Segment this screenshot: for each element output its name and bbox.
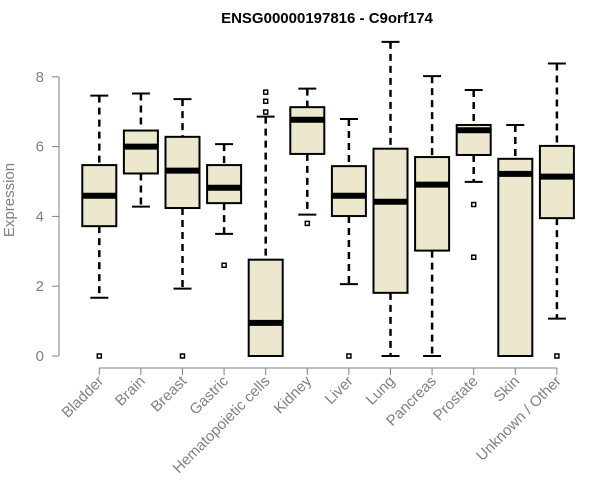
outlier-point bbox=[221, 262, 227, 269]
box-iqr bbox=[372, 147, 409, 294]
outlier-point bbox=[470, 201, 477, 208]
box-iqr bbox=[538, 144, 575, 220]
box-lung bbox=[372, 40, 409, 357]
chart-title: ENSG00000197816 - C9orf174 bbox=[221, 10, 433, 27]
y-tick-label: 4 bbox=[36, 208, 44, 225]
box-iqr bbox=[289, 106, 326, 155]
box-iqr bbox=[414, 156, 451, 252]
outlier-point bbox=[179, 353, 186, 359]
outlier-point bbox=[554, 353, 560, 359]
box-iqr bbox=[206, 164, 243, 205]
box-iqr bbox=[497, 157, 534, 357]
y-axis: 0 2 4 6 8 bbox=[36, 69, 60, 365]
x-tick-label: Lung bbox=[363, 373, 399, 409]
y-tick-label: 2 bbox=[36, 278, 44, 295]
box-pancreas bbox=[414, 75, 451, 357]
box-hematopoietic-cells bbox=[247, 89, 284, 357]
box-iqr bbox=[122, 129, 159, 175]
outlier-point bbox=[96, 353, 103, 359]
x-tick-label: Liver bbox=[322, 373, 357, 408]
box-breast bbox=[164, 98, 201, 359]
outlier-point bbox=[304, 220, 311, 227]
box-bladder bbox=[81, 94, 118, 359]
box-liver bbox=[330, 118, 367, 359]
x-tick-label: Brain bbox=[112, 373, 149, 410]
x-tick-label: Prostate bbox=[430, 373, 482, 425]
y-axis-title: Expression bbox=[1, 163, 18, 237]
box-unknown-other bbox=[538, 62, 575, 359]
x-tick-label: Kidney bbox=[271, 372, 316, 417]
y-tick-label: 0 bbox=[36, 348, 44, 365]
box-iqr bbox=[247, 258, 284, 357]
x-tick-label: Skin bbox=[490, 373, 523, 406]
outlier-point bbox=[346, 353, 352, 359]
x-tick-label: Breast bbox=[148, 372, 191, 415]
x-tick-label: Bladder bbox=[59, 373, 108, 422]
box-iqr bbox=[330, 165, 367, 218]
box-gastric bbox=[206, 143, 243, 269]
boxes bbox=[81, 40, 575, 359]
box-kidney bbox=[289, 87, 326, 227]
outlier-point bbox=[470, 254, 477, 260]
box-prostate bbox=[455, 89, 492, 260]
box-skin bbox=[497, 123, 534, 357]
outlier-point bbox=[262, 98, 269, 104]
outlier-point bbox=[262, 109, 269, 115]
y-tick-label: 6 bbox=[36, 139, 44, 156]
y-tick-label: 8 bbox=[36, 69, 44, 86]
outlier-point bbox=[262, 89, 269, 95]
box-brain bbox=[122, 92, 159, 208]
